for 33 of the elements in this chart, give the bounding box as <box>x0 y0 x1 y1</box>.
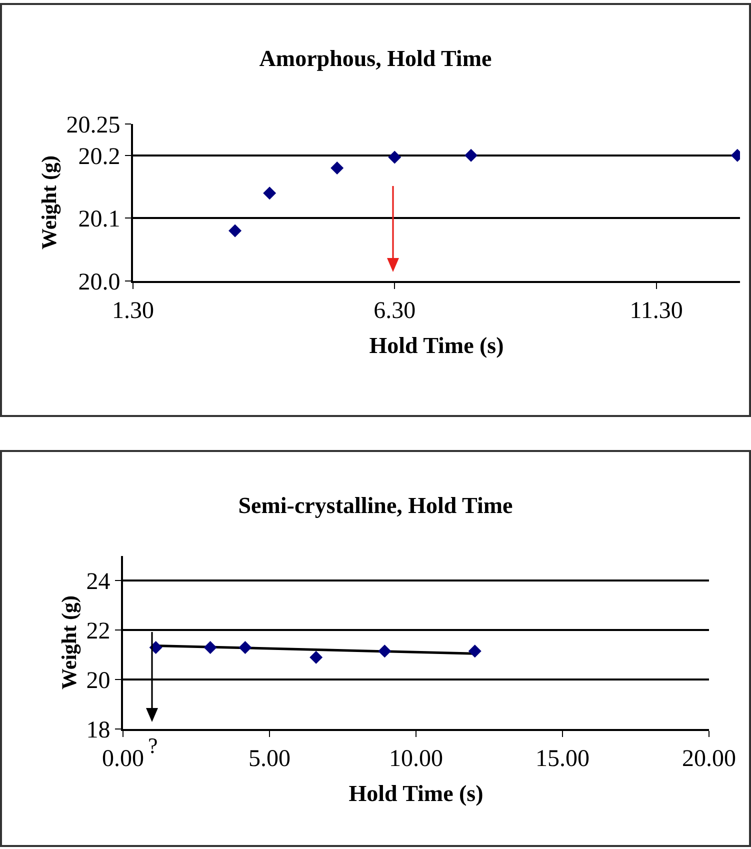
y-tick-label: 20 <box>86 668 110 694</box>
text: ? <box>148 733 158 758</box>
point <box>310 650 323 664</box>
x-tick-label: 15.00 <box>536 746 590 772</box>
x-axis-title: Hold Time (s) <box>348 780 484 806</box>
y-tick-label: 20.25 <box>66 112 120 138</box>
x-tick-label: 10.00 <box>389 746 443 772</box>
point <box>238 640 252 654</box>
x-axis-title: Hold Time (s) <box>369 332 504 358</box>
point <box>378 644 392 658</box>
y-tick-label: 22 <box>86 618 110 645</box>
point <box>388 150 402 164</box>
y-axis-title: Weight (g) <box>36 156 61 250</box>
point <box>330 161 344 174</box>
point <box>204 640 217 654</box>
x-tick-label: 0.00 <box>102 746 144 772</box>
x-tick-label: 20.00 <box>682 746 736 772</box>
x-tick-label: 11.30 <box>630 298 683 324</box>
point <box>468 644 482 658</box>
x-tick-label: 5.00 <box>248 746 290 772</box>
point <box>228 224 242 238</box>
y-axis-title: Weight (g) <box>56 596 81 690</box>
y-tick-label: 24 <box>86 569 110 596</box>
point <box>263 186 276 200</box>
y-tick-label: 20.0 <box>78 269 120 296</box>
x-tick-label: 1.30 <box>112 298 154 324</box>
y-tick-label: 20.2 <box>78 144 120 170</box>
y-tick-label: 20.1 <box>78 206 120 233</box>
point <box>464 148 478 162</box>
y-tick-label: 18 <box>86 717 110 744</box>
chart-title: Semi-crystalline, Hold Time <box>238 493 513 518</box>
chart-title: Amorphous, Hold Time <box>259 46 492 72</box>
x-tick-label: 6.30 <box>374 298 416 324</box>
